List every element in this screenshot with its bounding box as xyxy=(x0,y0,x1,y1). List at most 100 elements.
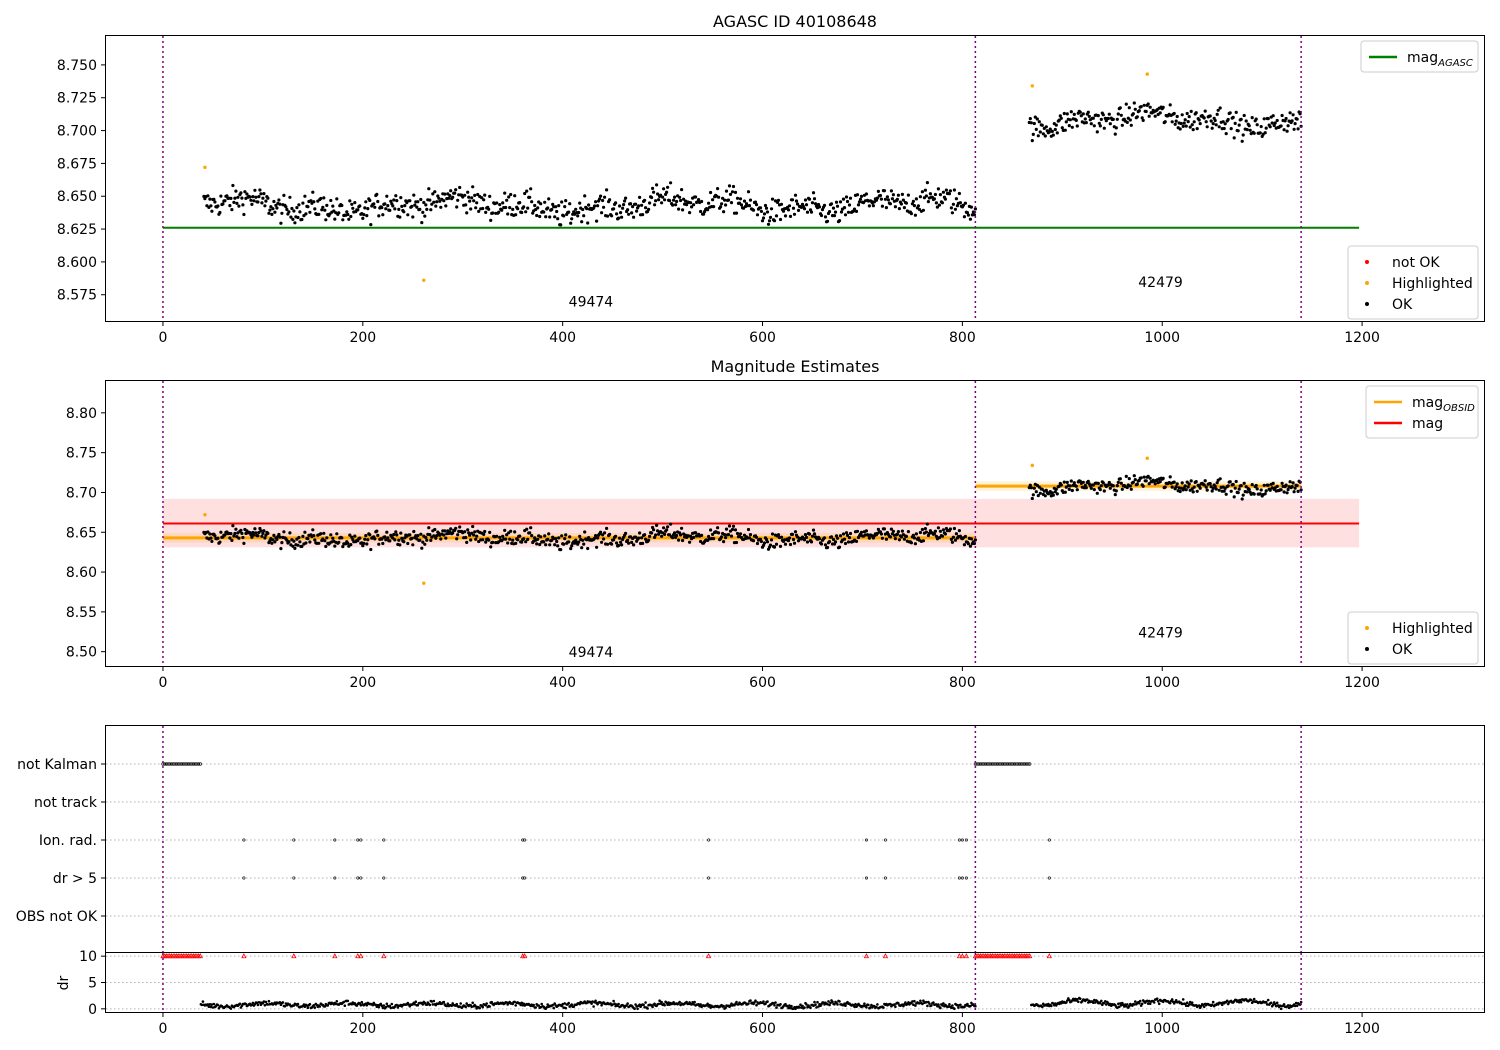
top-ok-point xyxy=(1217,125,1221,129)
dr-point xyxy=(1286,1004,1290,1007)
middle-ok-point xyxy=(1175,482,1179,486)
middle-x-tick-label: 1200 xyxy=(1344,675,1380,691)
not-kalman-point xyxy=(1004,762,1008,766)
middle-ok-point xyxy=(350,535,354,539)
middle-ok-point xyxy=(253,527,257,531)
middle-ok-point xyxy=(1213,484,1217,488)
dr-point xyxy=(919,999,922,1003)
dr-point xyxy=(779,1003,782,1006)
middle-ok-point xyxy=(854,539,859,544)
top-ok-point xyxy=(373,205,377,209)
middle-ok-point xyxy=(585,538,589,542)
middle-ok-point xyxy=(209,536,213,540)
dr-point xyxy=(798,1006,801,1009)
middle-ok-point xyxy=(969,537,974,541)
top-ok-point xyxy=(403,204,407,208)
dr-point xyxy=(1145,999,1149,1003)
dr-point xyxy=(421,1003,425,1006)
middle-ok-point xyxy=(1195,489,1199,493)
top-ok-point xyxy=(886,198,891,202)
dr-x-tick-label: 1000 xyxy=(1144,1021,1180,1037)
middle-ok-point xyxy=(610,542,614,546)
top-ok-point xyxy=(626,208,630,212)
top-ok-point xyxy=(878,193,883,198)
top-lower-legend-label: OK xyxy=(1392,297,1413,313)
top-ok-point xyxy=(312,200,316,204)
dr-capped-point xyxy=(882,953,889,959)
not-kalman-point xyxy=(176,762,180,766)
dr-point xyxy=(843,1002,846,1005)
top-ok-point xyxy=(619,211,623,215)
middle-ok-point xyxy=(533,536,537,540)
top-ok-point xyxy=(854,209,859,213)
top-ok-point xyxy=(702,212,706,216)
dr-point xyxy=(1105,1003,1108,1006)
dr-point xyxy=(1066,999,1069,1002)
middle-ok-point xyxy=(751,539,756,543)
dr-point xyxy=(266,1003,270,1006)
top-ok-point xyxy=(790,198,795,202)
top-ok-point xyxy=(1091,116,1095,120)
middle-ok-point xyxy=(278,535,282,539)
middle-ok-point xyxy=(1185,480,1189,484)
top-ok-point xyxy=(1187,115,1191,119)
top-ok-point xyxy=(1239,117,1243,121)
top-ok-point xyxy=(1195,127,1199,131)
top-ok-point xyxy=(952,188,957,192)
top-ok-point xyxy=(746,190,751,194)
middle-upper-legend-subscript: OBSID xyxy=(1443,403,1475,414)
middle-ok-point xyxy=(1114,489,1118,493)
middle-ok-point xyxy=(1198,486,1202,490)
middle-ok-point xyxy=(251,530,255,535)
dr-point xyxy=(209,1005,213,1009)
dr-point xyxy=(264,1000,268,1004)
top-ok-point xyxy=(223,199,227,203)
top-ok-point xyxy=(221,202,225,206)
top-ok-point xyxy=(720,202,724,206)
middle-ok-point xyxy=(911,533,916,537)
dr-point xyxy=(651,1005,654,1009)
dr-point xyxy=(200,1003,204,1007)
dr-point xyxy=(813,1000,816,1004)
top-ok-point xyxy=(781,209,786,213)
top-ok-point xyxy=(700,199,704,204)
top-ok-point xyxy=(363,206,367,210)
middle-ok-point xyxy=(424,535,428,540)
middle-ok-point xyxy=(223,533,227,537)
middle-ok-point xyxy=(895,532,900,536)
top-ok-point xyxy=(1141,118,1145,122)
top-ok-point xyxy=(1158,111,1162,115)
middle-ok-point xyxy=(518,534,522,538)
middle-ok-point xyxy=(692,535,696,540)
dr-point xyxy=(306,1006,310,1009)
middle-ok-point xyxy=(904,534,909,539)
middle-ok-point xyxy=(271,538,275,542)
top-panel-title: AGASC ID 40108648 xyxy=(713,12,877,31)
top-ok-point xyxy=(432,200,436,204)
middle-ok-point xyxy=(1119,481,1123,485)
middle-ok-point xyxy=(416,534,420,538)
flag-row-label: not Kalman xyxy=(17,757,97,773)
top-ok-point xyxy=(712,205,716,209)
dr-point xyxy=(948,1003,951,1006)
top-ok-point xyxy=(763,203,768,208)
dr-point xyxy=(313,1006,317,1009)
top-ok-point xyxy=(384,207,388,211)
middle-ok-point xyxy=(1293,486,1297,490)
top-ok-point xyxy=(855,193,860,197)
top-ok-point xyxy=(410,204,414,208)
top-ok-point xyxy=(805,210,810,214)
middle-ok-point xyxy=(439,537,443,541)
middle-ok-point xyxy=(1268,488,1272,492)
ion-rad-point xyxy=(707,838,711,842)
top-ok-point xyxy=(525,189,529,193)
middle-ok-point xyxy=(788,542,793,547)
middle-ok-point xyxy=(324,544,328,549)
middle-ok-point xyxy=(474,537,478,541)
top-ok-point xyxy=(319,196,323,201)
dr-point xyxy=(442,1000,446,1004)
dr-capped-point xyxy=(863,953,870,959)
dr-point xyxy=(563,1002,566,1005)
top-ok-point xyxy=(1284,116,1288,121)
middle-ok-point xyxy=(442,533,446,537)
